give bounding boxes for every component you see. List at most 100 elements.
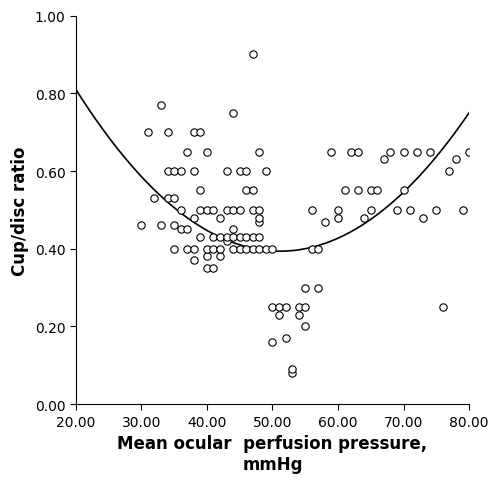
Point [170,195,178,203]
Point [164,195,172,203]
Point [190,214,198,222]
Point [144,129,152,137]
Point [196,129,204,137]
Point [465,149,473,156]
Point [210,265,218,272]
Point [282,303,290,311]
Point [210,234,218,242]
Point [203,253,211,261]
Point [203,245,211,253]
Point [380,156,388,164]
Point [229,226,237,234]
Point [275,311,283,319]
Point [288,369,296,377]
Point [314,245,322,253]
Point [275,303,283,311]
Point [249,207,257,214]
Point [229,234,237,242]
Point [400,149,407,156]
Point [446,168,454,176]
Point [176,207,184,214]
Point [268,303,276,311]
Point [354,149,362,156]
Point [288,365,296,373]
Point [426,149,434,156]
Point [138,222,145,230]
Point [222,207,230,214]
Point [334,214,342,222]
Point [393,207,401,214]
Point [236,168,244,176]
Point [196,187,204,195]
Point [242,168,250,176]
Point [236,234,244,242]
Point [420,214,428,222]
Point [210,207,218,214]
Point [400,187,407,195]
Point [249,245,257,253]
Point [196,207,204,214]
Point [203,265,211,272]
Point [367,187,375,195]
Point [386,149,394,156]
Point [282,334,290,342]
Point [294,303,302,311]
Point [236,207,244,214]
Point [432,207,440,214]
Point [242,187,250,195]
Point [184,245,192,253]
Point [222,168,230,176]
Point [170,245,178,253]
Point [164,129,172,137]
Point [203,149,211,156]
Point [268,338,276,346]
Point [242,245,250,253]
Point [308,207,316,214]
Point [157,102,165,109]
Point [334,207,342,214]
Point [249,187,257,195]
Point [222,234,230,242]
Point [374,187,382,195]
Point [321,218,329,226]
Point [229,110,237,118]
Point [249,51,257,59]
Point [406,207,414,214]
Point [268,245,276,253]
Point [216,214,224,222]
Point [340,187,348,195]
Point [170,222,178,230]
Point [190,168,198,176]
Point [229,207,237,214]
Point [256,234,264,242]
Point [229,245,237,253]
Point [367,207,375,214]
Point [302,303,310,311]
Point [354,187,362,195]
Point [184,226,192,234]
Point [256,214,264,222]
X-axis label: Mean ocular  perfusion pressure,
mmHg: Mean ocular perfusion pressure, mmHg [118,434,428,473]
Point [190,129,198,137]
Point [164,168,172,176]
Point [347,149,355,156]
Point [236,245,244,253]
Point [360,214,368,222]
Point [439,303,447,311]
Point [302,323,310,331]
Point [176,226,184,234]
Point [190,245,198,253]
Point [157,222,165,230]
Point [176,168,184,176]
Point [216,234,224,242]
Point [458,207,466,214]
Point [210,245,218,253]
Point [170,168,178,176]
Point [242,234,250,242]
Point [262,245,270,253]
Point [256,218,264,226]
Point [216,253,224,261]
Point [256,149,264,156]
Point [216,245,224,253]
Point [452,156,460,164]
